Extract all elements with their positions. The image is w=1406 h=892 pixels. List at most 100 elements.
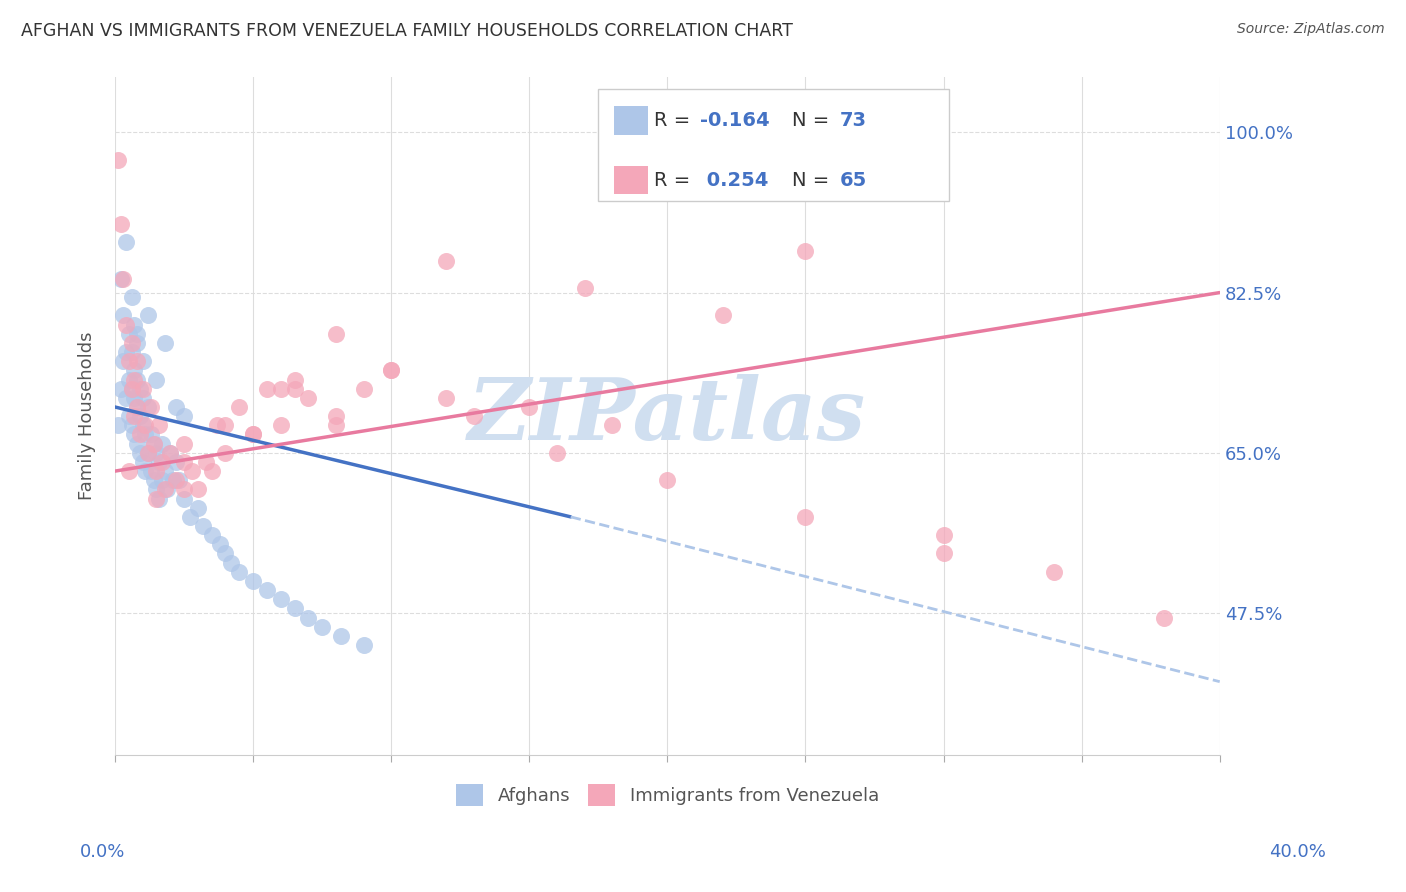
Point xyxy=(165,473,187,487)
Point xyxy=(110,272,132,286)
Point xyxy=(145,464,167,478)
Point xyxy=(1043,565,1066,579)
Point xyxy=(145,491,167,506)
Point xyxy=(711,309,734,323)
Point xyxy=(121,382,143,396)
Point xyxy=(115,391,138,405)
Point xyxy=(325,326,347,341)
Point xyxy=(159,446,181,460)
Text: 0.254: 0.254 xyxy=(700,170,769,190)
Point xyxy=(173,455,195,469)
Point xyxy=(657,473,679,487)
Point xyxy=(242,574,264,588)
Point xyxy=(112,354,135,368)
Point xyxy=(600,418,623,433)
Point xyxy=(115,345,138,359)
Point xyxy=(219,556,242,570)
Point xyxy=(145,373,167,387)
Text: R =: R = xyxy=(654,170,696,190)
Text: Source: ZipAtlas.com: Source: ZipAtlas.com xyxy=(1237,22,1385,37)
Point xyxy=(201,464,224,478)
Point xyxy=(214,418,236,433)
Point xyxy=(121,418,143,433)
Point xyxy=(173,491,195,506)
Text: AFGHAN VS IMMIGRANTS FROM VENEZUELA FAMILY HOUSEHOLDS CORRELATION CHART: AFGHAN VS IMMIGRANTS FROM VENEZUELA FAMI… xyxy=(21,22,793,40)
Point xyxy=(214,446,236,460)
Point xyxy=(107,153,129,167)
Point xyxy=(463,409,485,424)
Point xyxy=(124,373,146,387)
Point xyxy=(187,500,209,515)
Point xyxy=(124,318,146,332)
Point xyxy=(256,382,278,396)
Point xyxy=(179,509,201,524)
Point xyxy=(380,363,402,377)
Point xyxy=(127,400,149,414)
Point xyxy=(127,335,149,350)
Text: 0.0%: 0.0% xyxy=(80,843,125,861)
Point xyxy=(118,354,141,368)
Point xyxy=(112,272,135,286)
Point xyxy=(173,409,195,424)
Point xyxy=(128,427,150,442)
Point xyxy=(201,528,224,542)
Point xyxy=(297,391,319,405)
Legend: Afghans, Immigrants from Venezuela: Afghans, Immigrants from Venezuela xyxy=(449,777,886,814)
Point xyxy=(115,318,138,332)
Point xyxy=(297,610,319,624)
Point xyxy=(283,382,305,396)
Point xyxy=(546,446,568,460)
Point xyxy=(436,391,458,405)
Point xyxy=(165,400,187,414)
Point xyxy=(270,382,292,396)
Point xyxy=(208,537,231,551)
Point xyxy=(380,363,402,377)
Point xyxy=(156,483,179,497)
Text: 73: 73 xyxy=(839,111,866,130)
Point xyxy=(574,281,596,295)
Point xyxy=(134,464,156,478)
Point xyxy=(325,409,347,424)
Point xyxy=(145,483,167,497)
Text: 40.0%: 40.0% xyxy=(1270,843,1326,861)
Point xyxy=(131,391,153,405)
Point xyxy=(136,400,159,414)
Point xyxy=(353,382,375,396)
Point xyxy=(121,382,143,396)
Point xyxy=(794,244,817,259)
Point xyxy=(131,418,153,433)
Point xyxy=(932,547,955,561)
Point xyxy=(139,464,162,478)
Point xyxy=(283,601,305,615)
Point xyxy=(283,373,305,387)
Point xyxy=(794,509,817,524)
Point xyxy=(124,427,146,442)
Point xyxy=(118,326,141,341)
Text: N =: N = xyxy=(792,170,835,190)
Point xyxy=(436,253,458,268)
Point xyxy=(134,427,156,442)
Point xyxy=(128,446,150,460)
Point xyxy=(148,491,170,506)
Point xyxy=(131,455,153,469)
Point xyxy=(165,455,187,469)
Point xyxy=(121,345,143,359)
Point xyxy=(121,335,143,350)
Point xyxy=(270,418,292,433)
Point xyxy=(325,418,347,433)
Point xyxy=(134,418,156,433)
Point xyxy=(150,473,173,487)
Point xyxy=(131,382,153,396)
Point xyxy=(205,418,228,433)
Point xyxy=(110,382,132,396)
Text: ZIPatlas: ZIPatlas xyxy=(468,375,866,458)
Point xyxy=(330,629,353,643)
Point xyxy=(118,373,141,387)
Point xyxy=(110,217,132,231)
Point xyxy=(127,326,149,341)
Point xyxy=(242,427,264,442)
Point xyxy=(181,464,204,478)
Point xyxy=(124,391,146,405)
Text: R =: R = xyxy=(654,111,696,130)
Point xyxy=(136,446,159,460)
